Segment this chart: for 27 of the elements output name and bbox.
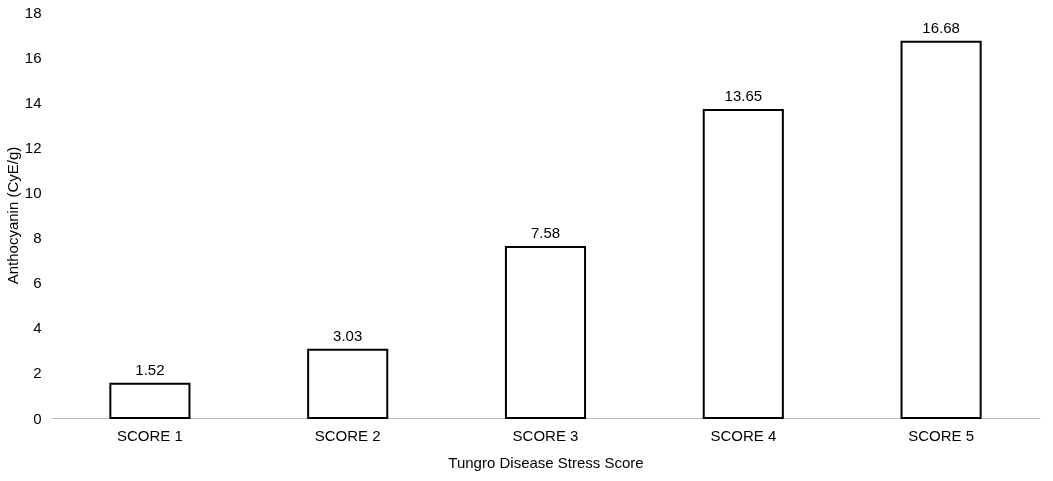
data-label: 16.68: [922, 18, 960, 36]
y-tick-label: 12: [24, 138, 42, 156]
x-tick-label: SCORE 5: [908, 426, 975, 444]
bar: [109, 382, 191, 419]
y-tick-label: 6: [33, 274, 42, 292]
y-tick-label: 0: [33, 409, 42, 427]
data-label: 13.65: [724, 87, 763, 105]
y-tick-label: 8: [33, 229, 42, 247]
x-tick-label: SCORE 3: [512, 426, 579, 444]
x-tick-label: SCORE 2: [314, 426, 381, 444]
bar: [307, 348, 389, 419]
data-label: 1.52: [135, 360, 165, 378]
y-tick-label: 4: [33, 319, 42, 337]
y-tick-label: 16: [24, 48, 42, 66]
bar: [702, 109, 784, 419]
y-tick-label: 10: [24, 183, 42, 201]
y-tick-label: 2: [33, 364, 42, 382]
y-tick-label: 18: [24, 3, 42, 21]
y-axis-title: Anthocyanin (CyE/g): [3, 146, 21, 285]
bar: [504, 246, 587, 419]
data-label: 3.03: [333, 326, 363, 344]
bar: [900, 40, 982, 419]
x-tick-label: SCORE 4: [710, 426, 777, 444]
data-label: 7.58: [530, 224, 561, 242]
y-tick-label: 14: [24, 93, 42, 111]
x-tick-label: SCORE 1: [116, 426, 183, 444]
x-axis-title: Tungro Disease Stress Score: [448, 453, 644, 471]
